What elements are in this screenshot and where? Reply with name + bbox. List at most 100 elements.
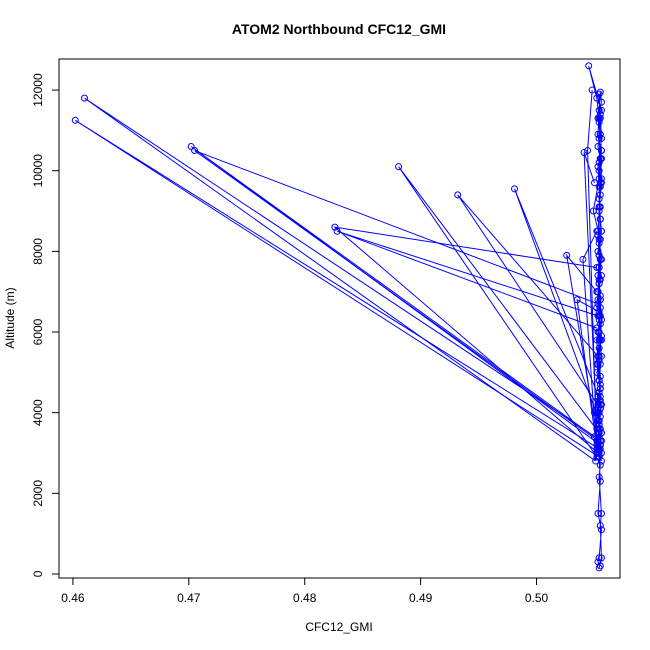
- chart-title: ATOM2 Northbound CFC12_GMI: [232, 21, 446, 37]
- data-point: [594, 163, 602, 171]
- data-point: [593, 263, 601, 271]
- data-point: [593, 227, 601, 235]
- data-point: [594, 509, 602, 517]
- series-line: [337, 230, 599, 329]
- data-point: [595, 239, 603, 247]
- data-point: [597, 449, 605, 457]
- y-axis: 0 2000 4000 6000 8000 10000 12000: [31, 73, 60, 577]
- data-point: [593, 94, 601, 102]
- data-point: [597, 227, 605, 235]
- data-point: [595, 473, 603, 481]
- data-point: [596, 110, 604, 118]
- data-point: [595, 308, 603, 316]
- data-point: [563, 251, 571, 259]
- data-point: [597, 526, 605, 534]
- data-point: [595, 235, 603, 243]
- series-line: [333, 226, 599, 454]
- data-point: [597, 332, 605, 340]
- y-tick-label: 12000: [31, 73, 45, 107]
- data-point: [595, 251, 603, 259]
- data-point: [595, 389, 603, 396]
- data-point: [596, 114, 604, 122]
- data-point: [573, 296, 581, 304]
- data-point: [596, 397, 604, 405]
- data-point: [592, 457, 600, 465]
- data-point: [585, 62, 593, 70]
- data-point: [597, 175, 605, 183]
- data-point: [595, 167, 603, 175]
- data-point: [596, 441, 604, 449]
- data-point: [597, 437, 605, 445]
- data-point: [597, 272, 605, 280]
- data-point: [593, 453, 601, 461]
- data-point: [595, 554, 603, 562]
- series-line: [582, 230, 598, 454]
- data-point: [81, 94, 88, 102]
- data-point: [594, 130, 602, 138]
- data-point: [594, 312, 602, 320]
- series-line: [457, 194, 601, 409]
- data-point: [595, 356, 603, 364]
- data-point: [597, 134, 605, 142]
- data-point: [597, 429, 605, 437]
- data-point: [596, 477, 604, 485]
- data-point: [331, 223, 339, 231]
- data-point: [71, 116, 79, 124]
- data-point: [594, 247, 602, 255]
- data-point: [593, 288, 601, 296]
- data-point: [596, 255, 604, 263]
- data-point: [596, 215, 604, 223]
- x-tick-label: 0.48: [293, 591, 317, 605]
- data-point: [595, 118, 603, 126]
- data-point: [594, 352, 602, 360]
- data-point: [597, 106, 605, 114]
- series-line: [514, 188, 601, 421]
- data-point: [596, 320, 604, 328]
- data-point: [595, 134, 603, 142]
- data-point: [595, 328, 603, 336]
- data-point: [596, 155, 604, 163]
- y-tick-label: 8000: [31, 238, 45, 265]
- data-point: [594, 409, 602, 417]
- y-tick-label: 10000: [31, 154, 45, 188]
- data-point: [596, 304, 604, 312]
- data-point: [595, 276, 603, 284]
- y-tick-label: 6000: [31, 318, 45, 345]
- y-tick-label: 2000: [31, 480, 45, 507]
- data-point: [595, 90, 603, 98]
- data-point: [579, 255, 587, 263]
- data-point: [454, 191, 462, 199]
- x-axis-label: CFC12_GMI: [305, 620, 372, 634]
- data-point: [595, 564, 603, 572]
- data-point: [595, 159, 603, 167]
- data-point: [595, 175, 603, 183]
- data-point: [596, 522, 604, 530]
- data-point: [596, 360, 604, 368]
- data-point: [595, 207, 603, 215]
- series-line: [190, 146, 601, 446]
- data-point: [595, 344, 603, 352]
- data-point: [596, 336, 604, 344]
- x-tick-label: 0.49: [409, 591, 433, 605]
- data-point: [597, 509, 605, 517]
- data-point: [593, 324, 601, 332]
- data-point: [597, 316, 605, 324]
- y-tick-label: 0: [31, 570, 45, 577]
- plot-area: [71, 62, 605, 572]
- data-point: [595, 316, 603, 324]
- data-point: [191, 147, 199, 155]
- data-point: [594, 143, 602, 151]
- data-point: [593, 425, 601, 433]
- data-point: [596, 292, 604, 300]
- data-point: [594, 272, 602, 280]
- data-point: [596, 130, 604, 138]
- data-point: [597, 554, 605, 562]
- data-point: [595, 203, 603, 211]
- x-tick-label: 0.47: [177, 591, 201, 605]
- data-point: [594, 296, 602, 304]
- data-point: [595, 280, 603, 288]
- data-point: [596, 296, 604, 304]
- data-point: [596, 372, 604, 380]
